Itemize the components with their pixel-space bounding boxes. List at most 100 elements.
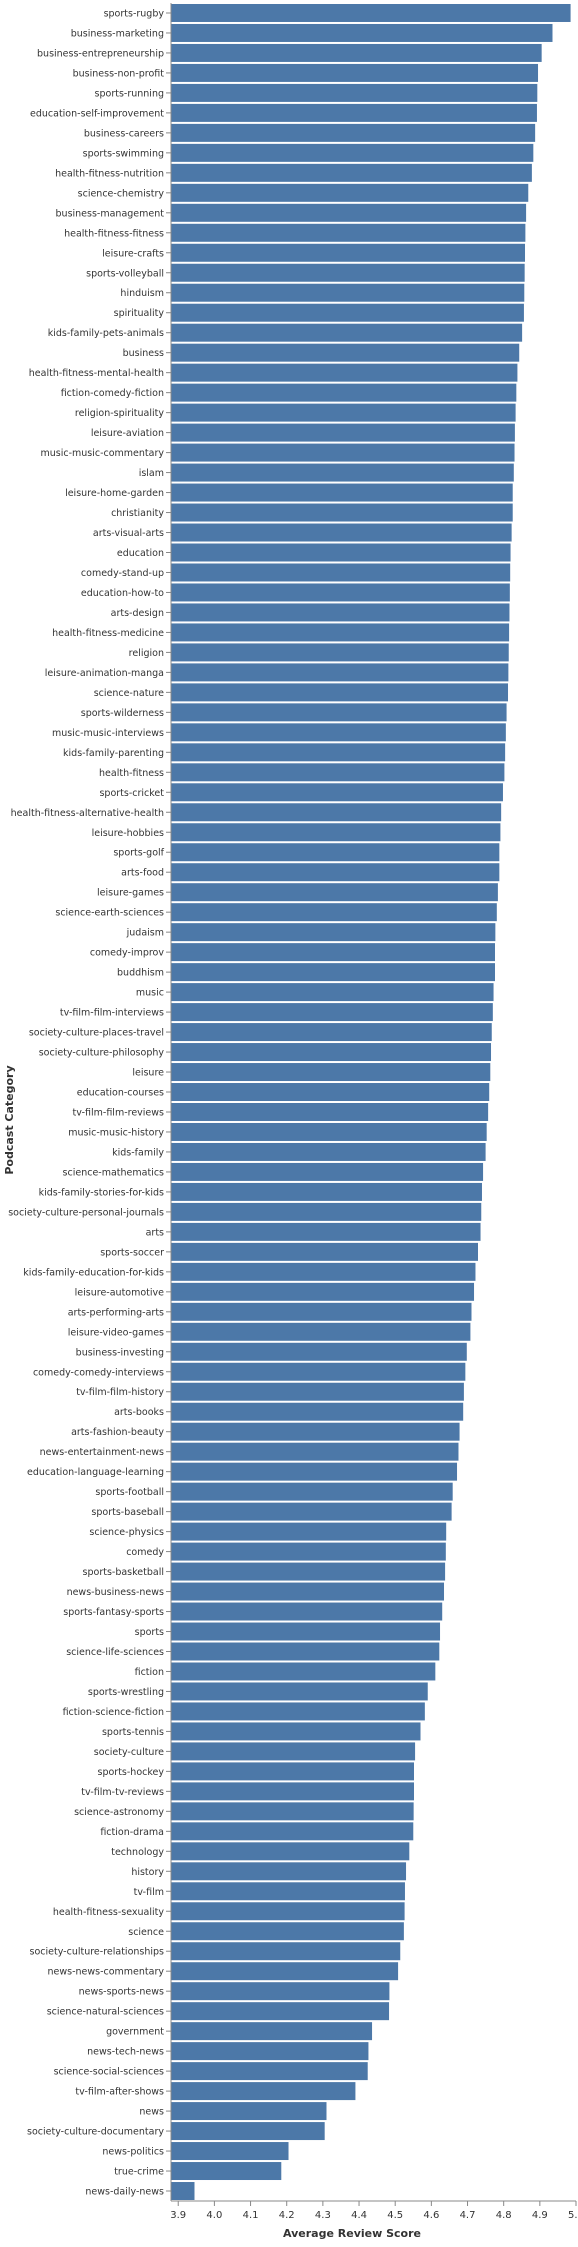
bar-news-entertainment-news — [171, 1442, 459, 1461]
bar-health-fitness-medicine — [171, 623, 510, 642]
y-tick-label: tv-film-tv-reviews — [81, 1787, 164, 1798]
bar-kids-family — [171, 1142, 486, 1161]
y-tick-label: science-natural-sciences — [47, 2007, 164, 2018]
bar-science-earth-sciences — [171, 903, 497, 922]
y-tick-label: kids-family-parenting — [63, 748, 164, 759]
bar-science-mathematics — [171, 1162, 484, 1181]
y-tick-label: business-careers — [84, 128, 164, 139]
y-tick-label: music-music-history — [68, 1127, 164, 1138]
y-tick-label: leisure-games — [97, 888, 164, 899]
bar-news — [171, 2102, 327, 2121]
y-tick-label: news-politics — [102, 2147, 164, 2158]
bar-sports-baseball — [171, 1502, 452, 1521]
bar-arts-fashion-beauty — [171, 1422, 460, 1441]
y-tick-label: education-how-to — [81, 588, 164, 599]
y-tick-label: comedy-improv — [90, 948, 164, 959]
y-tick-label: science-astronomy — [74, 1807, 164, 1818]
x-tick-label: 4.0 — [206, 2210, 222, 2221]
y-tick-label: sports-rugby — [104, 8, 165, 19]
bar-leisure-crafts — [171, 243, 526, 262]
bar-tv-film-tv-reviews — [171, 1782, 414, 1801]
bar-health-fitness-nutrition — [171, 163, 532, 182]
y-tick-label: fiction — [135, 1667, 164, 1678]
y-tick-label: news-business-news — [67, 1587, 164, 1598]
y-tick-label: science-nature — [94, 688, 164, 699]
y-tick-label: leisure-video-games — [68, 1327, 164, 1338]
bar-health-fitness-alternative-health — [171, 803, 502, 822]
y-tick-label: religion-spirituality — [75, 408, 164, 419]
bar-leisure-video-games — [171, 1322, 471, 1341]
bar-education — [171, 543, 511, 562]
y-tick-label: kids-family-pets-animals — [48, 328, 164, 339]
bar-comedy — [171, 1542, 446, 1561]
bar-health-fitness — [171, 763, 505, 782]
bar-leisure — [171, 1063, 491, 1082]
y-tick-label: sports-volleyball — [86, 268, 164, 279]
y-tick-label: sports — [135, 1627, 164, 1638]
y-tick-label: hinduism — [120, 288, 164, 299]
y-tick-label: fiction-comedy-fiction — [61, 388, 164, 399]
x-tick-label: 4.8 — [496, 2210, 512, 2221]
bar-education-language-learning — [171, 1462, 458, 1481]
bar-fiction — [171, 1662, 436, 1681]
bar-science-nature — [171, 683, 509, 702]
y-tick-label: sports-basketball — [83, 1567, 164, 1578]
y-tick-label: sports-baseball — [91, 1507, 164, 1518]
bar-sports-swimming — [171, 143, 534, 162]
y-tick-label: true-crime — [114, 2167, 164, 2178]
y-tick-label: health-fitness-alternative-health — [11, 808, 164, 819]
y-tick-label: kids-family-education-for-kids — [23, 1267, 164, 1278]
bar-society-culture-relationships — [171, 1942, 401, 1961]
y-tick-label: education-courses — [77, 1088, 164, 1099]
x-tick-label: 4.4 — [351, 2210, 367, 2221]
bar-arts-books — [171, 1402, 464, 1421]
bar-sports-football — [171, 1482, 453, 1501]
bar-education-self-improvement — [171, 103, 537, 122]
y-tick-label: tv-film-film-reviews — [73, 1107, 165, 1118]
bar-sports-tennis — [171, 1722, 421, 1741]
y-tick-label: news-daily-news — [85, 2187, 164, 2198]
bar-comedy-stand-up — [171, 563, 511, 582]
y-tick-label: leisure — [132, 1068, 164, 1079]
y-tick-label: kids-family — [112, 1147, 164, 1158]
y-tick-label: history — [131, 1867, 164, 1878]
y-tick-label: leisure-aviation — [91, 428, 164, 439]
y-tick-label: sports-fantasy-sports — [63, 1607, 164, 1618]
bar-true-crime — [171, 2162, 282, 2181]
y-tick-label: judaism — [126, 928, 164, 939]
y-tick-label: society-culture-places-travel — [29, 1028, 164, 1039]
bar-arts-design — [171, 603, 510, 622]
y-tick-label: society-culture-documentary — [27, 2127, 164, 2138]
bar-spirituality — [171, 303, 524, 322]
bar-sports — [171, 1622, 441, 1641]
bar-music-music-history — [171, 1122, 487, 1141]
bar-government — [171, 2022, 373, 2041]
bar-business-entrepreneurship — [171, 43, 542, 62]
y-tick-label: news — [139, 2107, 164, 2118]
bar-music-music-interviews — [171, 723, 506, 742]
bar-sports-golf — [171, 843, 500, 862]
x-axis-title: Average Review Score — [283, 2227, 421, 2240]
y-tick-label: christianity — [111, 508, 164, 519]
bar-business-non-profit — [171, 63, 539, 82]
y-tick-label: sports-tennis — [102, 1727, 164, 1738]
y-tick-label: science-life-sciences — [66, 1647, 164, 1658]
y-tick-label: health-fitness — [99, 768, 164, 779]
bar-health-fitness-mental-health — [171, 363, 518, 382]
bar-leisure-games — [171, 883, 498, 902]
y-tick-label: islam — [139, 468, 164, 479]
y-tick-label: arts-design — [111, 608, 164, 619]
bar-education-how-to — [171, 583, 510, 602]
y-tick-label: sports-wrestling — [88, 1687, 164, 1698]
bar-sports-basketball — [171, 1562, 446, 1581]
y-tick-label: arts — [146, 1227, 164, 1238]
y-tick-label: leisure-home-garden — [65, 488, 164, 499]
y-tick-label: business-entrepreneurship — [37, 48, 164, 59]
y-tick-label: society-culture-philosophy — [39, 1048, 165, 1059]
bar-kids-family-pets-animals — [171, 323, 523, 342]
x-tick-label: 5.0 — [568, 2210, 578, 2221]
x-tick-label: 4.1 — [243, 2210, 259, 2221]
y-tick-label: sports-running — [95, 88, 164, 99]
